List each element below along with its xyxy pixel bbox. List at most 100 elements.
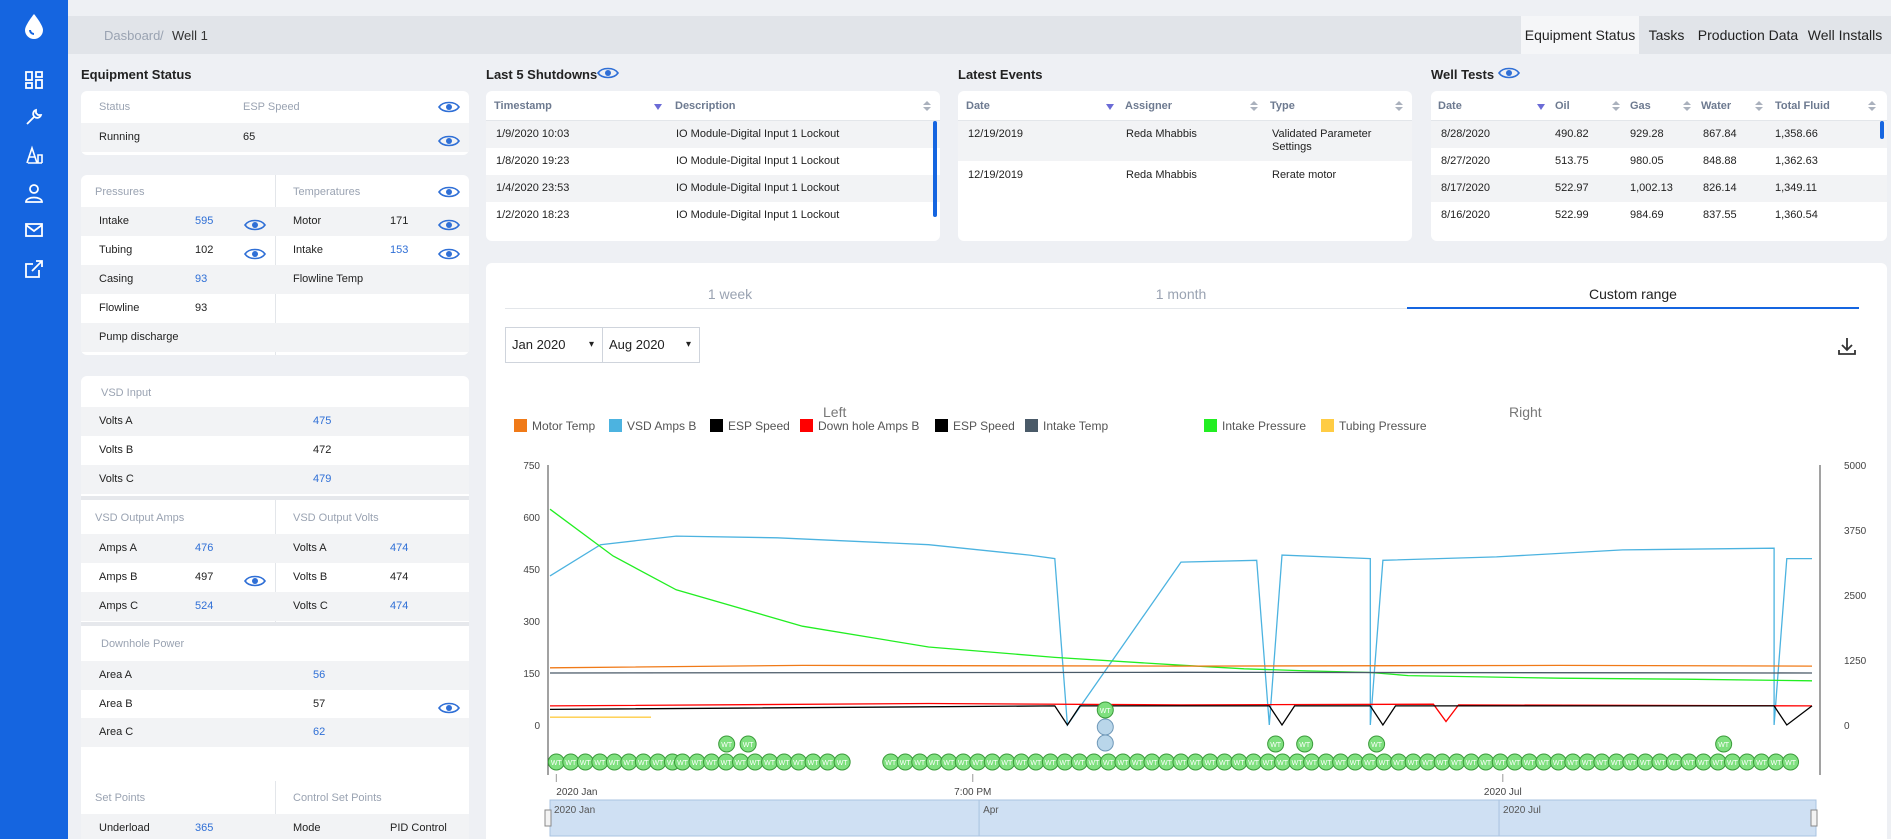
table-row[interactable]: 12/19/2019 Reda Mhabbis Rerate motor [958, 161, 1412, 189]
sort-desc-icon[interactable] [1106, 100, 1114, 112]
legend-item-esp-speed-2[interactable]: ESP Speed [935, 419, 1015, 433]
tab-equipment-status[interactable]: Equipment Status [1521, 16, 1639, 54]
dashboard-icon[interactable] [20, 66, 48, 94]
event-marker-label: WT [706, 760, 718, 767]
scrollbar[interactable] [1880, 121, 1884, 139]
sort-icon[interactable] [1683, 100, 1691, 112]
mail-icon[interactable] [20, 216, 48, 244]
column-header-total-fluid[interactable]: Total Fluid [1775, 100, 1830, 112]
column-header-date[interactable]: Date [1438, 100, 1462, 112]
table-row[interactable]: 8/17/2020 522.97 1,002.13 826.14 1,349.1… [1431, 175, 1887, 202]
table-row[interactable]: 8/27/2020 513.75 980.05 848.88 1,362.63 [1431, 148, 1887, 175]
vsd-amps-value[interactable]: 524 [195, 600, 214, 612]
tab-custom-range[interactable]: Custom range [1589, 286, 1677, 302]
sort-icon[interactable] [1250, 100, 1258, 112]
tab-1-month[interactable]: 1 month [1155, 286, 1207, 302]
table-row: Amps A 476 Volts A 474 [81, 534, 469, 563]
sort-icon[interactable] [1868, 100, 1876, 112]
sort-desc-icon[interactable] [654, 100, 662, 112]
scrollbar[interactable] [933, 121, 937, 217]
temperature-value: 171 [390, 215, 409, 227]
tab-well-installs[interactable]: Well Installs [1807, 27, 1883, 43]
legend-label: Tubing Pressure [1339, 419, 1427, 433]
eye-icon[interactable] [244, 215, 266, 231]
column-header-description[interactable]: Description [675, 100, 736, 112]
table-row: Volts B 472 [81, 436, 469, 465]
breadcrumb-home[interactable]: Dasboard [104, 28, 161, 43]
column-header-timestamp[interactable]: Timestamp [494, 100, 552, 112]
vsd-volts-value[interactable]: 474 [390, 542, 409, 554]
sort-icon[interactable] [1612, 100, 1620, 112]
tab-1-week[interactable]: 1 week [707, 286, 753, 302]
legend-item-vsd-amps-b[interactable]: VSD Amps B [609, 419, 696, 433]
column-header-assigner[interactable]: Assigner [1125, 100, 1173, 112]
downhole-value[interactable]: 62 [313, 726, 326, 738]
table-row[interactable]: 8/16/2020 522.99 984.69 837.55 1,360.54 [1431, 202, 1887, 229]
start-month-select[interactable]: Jan 2020 ▾ [505, 327, 603, 363]
event-marker-label: WT [1408, 760, 1420, 767]
table-row[interactable]: 1/9/2020 10:03 IO Module-Digital Input 1… [486, 121, 940, 148]
column-header-oil[interactable]: Oil [1555, 100, 1570, 112]
wrench-icon[interactable] [20, 103, 48, 131]
temperature-value[interactable]: 153 [390, 244, 409, 256]
legend-item-tubing-pressure[interactable]: Tubing Pressure [1321, 419, 1427, 433]
vsd-input-value[interactable]: 479 [313, 473, 332, 485]
column-header-gas[interactable]: Gas [1630, 100, 1651, 112]
column-header-date[interactable]: Date [966, 100, 990, 112]
table-row[interactable]: 12/19/2019 Reda Mhabbis Validated Parame… [958, 121, 1412, 161]
eye-icon[interactable] [1498, 66, 1520, 80]
legend-item-intake-temp[interactable]: Intake Temp [1025, 419, 1108, 433]
tab-tasks[interactable]: Tasks [1648, 27, 1685, 43]
eye-icon[interactable] [438, 698, 460, 714]
table-row[interactable]: 8/28/2020 490.82 929.28 867.84 1,358.66 [1431, 121, 1887, 148]
vsd-volts-label: Volts C [293, 600, 328, 612]
event-marker-label: WT [692, 760, 704, 767]
eye-icon[interactable] [438, 215, 460, 231]
legend-swatch [1321, 419, 1334, 432]
table-row[interactable]: 1/2/2020 18:23 IO Module-Digital Input 1… [486, 202, 940, 229]
table-row[interactable]: 1/8/2020 19:23 IO Module-Digital Input 1… [486, 148, 940, 175]
event-marker-label: WT [1277, 760, 1289, 767]
pressure-value[interactable]: 595 [195, 215, 214, 227]
eye-icon[interactable] [438, 131, 460, 147]
download-icon[interactable] [1836, 335, 1858, 357]
sort-icon[interactable] [1755, 100, 1763, 112]
end-month-select[interactable]: Aug 2020 ▾ [602, 327, 700, 363]
eye-icon[interactable] [597, 66, 619, 80]
vsd-amps-value[interactable]: 476 [195, 542, 214, 554]
downhole-value: 57 [313, 698, 326, 710]
left-axis-tick-label: 150 [523, 669, 540, 680]
eye-icon[interactable] [438, 100, 460, 114]
well-tests-table: Date Oil Gas Water Total Fluid 8/28/2020… [1431, 91, 1887, 241]
sort-desc-icon[interactable] [1537, 100, 1545, 112]
mode-label: Mode [293, 822, 321, 834]
vsd-volts-value[interactable]: 474 [390, 600, 409, 612]
sort-icon[interactable] [1395, 100, 1403, 112]
droplet-logo-icon[interactable] [20, 12, 48, 40]
test-water: 826.14 [1703, 182, 1737, 194]
downhole-value[interactable]: 56 [313, 669, 326, 681]
eye-icon[interactable] [244, 571, 266, 587]
tab-production-data[interactable]: Production Data [1697, 27, 1799, 43]
underload-value[interactable]: 365 [195, 822, 214, 834]
legend-item-motor-temp[interactable]: Motor Temp [514, 419, 595, 433]
oil-rig-icon[interactable] [20, 141, 48, 169]
table-row[interactable]: 1/4/2020 23:53 IO Module-Digital Input 1… [486, 175, 940, 202]
vsd-input-value[interactable]: 475 [313, 415, 332, 427]
eye-icon[interactable] [244, 244, 266, 260]
pressure-value[interactable]: 93 [195, 273, 208, 285]
eye-icon[interactable] [438, 244, 460, 260]
column-header-water[interactable]: Water [1701, 100, 1732, 112]
divider [81, 622, 469, 626]
column-header-type[interactable]: Type [1270, 100, 1295, 112]
legend-item-intake-pressure[interactable]: Intake Pressure [1204, 419, 1306, 433]
vsd-amps-label: Amps C [99, 600, 139, 612]
event-marker-label: WT [1100, 708, 1112, 715]
user-icon[interactable] [20, 179, 48, 207]
external-link-icon[interactable] [20, 255, 48, 283]
legend-item-esp-speed[interactable]: ESP Speed [710, 419, 790, 433]
sort-icon[interactable] [923, 100, 931, 112]
legend-item-downhole-amps-b[interactable]: Down hole Amps B [800, 419, 919, 433]
eye-icon[interactable] [438, 185, 460, 199]
